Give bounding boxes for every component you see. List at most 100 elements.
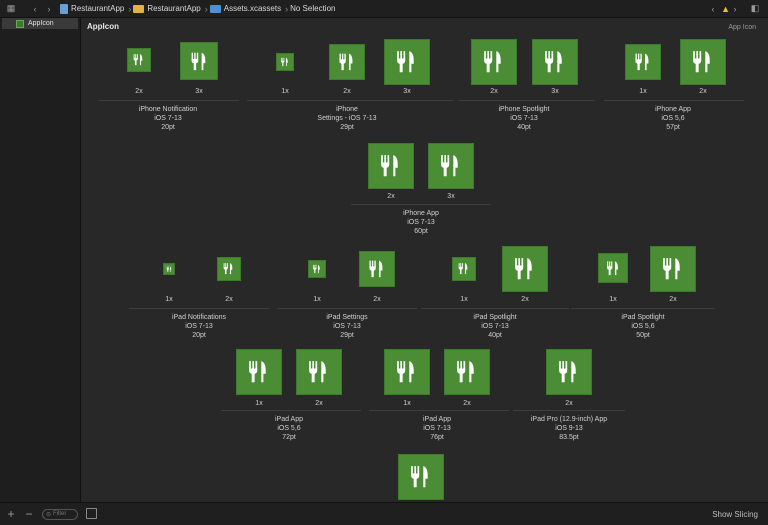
scale-label: 1x	[628, 88, 658, 95]
group-divider	[351, 204, 491, 205]
back-arrow-icon[interactable]: ‹	[28, 2, 42, 16]
icon-group-label-line: 76pt	[367, 433, 507, 442]
scale-label: 2x	[304, 400, 334, 407]
icon-group-label-line: 29pt	[277, 331, 417, 340]
inspector-toggle-icon[interactable]: ◧	[748, 2, 762, 16]
group-divider	[277, 308, 417, 309]
app-icon-slot[interactable]	[236, 349, 282, 395]
icon-group-label-line: 20pt	[98, 123, 238, 132]
app-icon-slot[interactable]	[359, 251, 395, 287]
remove-icon[interactable]: −	[22, 507, 36, 521]
scale-label: 2x	[376, 193, 406, 200]
app-icon-slot[interactable]	[308, 260, 326, 278]
fork-knife-icon	[280, 57, 290, 67]
app-icon-slot[interactable]	[217, 257, 241, 281]
app-icon-slot[interactable]	[444, 349, 490, 395]
app-icon-slot[interactable]	[384, 39, 430, 85]
group-divider	[221, 410, 361, 411]
breadcrumb-label: RestaurantApp	[71, 4, 124, 13]
icon-group-label-line: iPhone Spotlight	[454, 105, 594, 114]
breadcrumb-folder[interactable]: RestaurantApp	[133, 4, 200, 13]
app-icon-slot[interactable]	[452, 257, 476, 281]
breadcrumb-label: No Selection	[290, 4, 335, 13]
app-icon-slot[interactable]	[532, 39, 578, 85]
icon-group-label-line: iOS 9-13	[499, 424, 639, 433]
app-icon-slot[interactable]	[329, 44, 365, 80]
add-icon[interactable]: +	[4, 507, 18, 521]
bottom-bar: + − ⊜ Filter Show Slicing	[0, 502, 768, 525]
breadcrumb-selection[interactable]: No Selection	[290, 4, 335, 13]
fork-knife-icon	[542, 49, 567, 74]
group-divider	[99, 100, 239, 101]
scale-label: 1x	[244, 400, 274, 407]
icon-group-label-line: iOS 7-13	[367, 424, 507, 433]
fork-knife-icon	[367, 259, 387, 279]
fork-knife-icon	[394, 359, 419, 384]
app-icon-slot[interactable]	[680, 39, 726, 85]
app-icon-slot[interactable]	[598, 253, 628, 283]
fork-knife-icon	[457, 262, 470, 275]
fork-knife-icon	[481, 49, 506, 74]
fork-knife-icon	[306, 359, 331, 384]
app-icon-slot[interactable]	[163, 263, 175, 275]
icon-group-label-line: iOS 5,6	[573, 322, 713, 331]
breadcrumb-assets[interactable]: Assets.xcassets	[210, 4, 281, 13]
sidebar-item-appicon[interactable]: AppIcon	[2, 18, 78, 29]
icon-group-label-line: iPhone Notification	[98, 105, 238, 114]
icon-group-label-line: 40pt	[454, 123, 594, 132]
app-icon-slot[interactable]	[276, 53, 294, 71]
scale-label: 2x	[688, 88, 718, 95]
asset-sidebar: AppIcon	[0, 18, 81, 502]
app-icon-slot[interactable]	[650, 246, 696, 292]
icon-group-label-line: 29pt	[277, 123, 417, 132]
top-bar: ▦ ‹ › RestaurantApp › RestaurantApp › As…	[0, 0, 768, 18]
scale-label: 3x	[392, 88, 422, 95]
icon-group-label-line: 60pt	[351, 227, 491, 236]
group-divider	[571, 308, 715, 309]
scale-label: 2x	[452, 400, 482, 407]
icon-group-label-line: iPad Pro (12.9-inch) App	[499, 415, 639, 424]
icon-group-label-line: iPad Spotlight	[425, 313, 565, 322]
sidebar-item-label: AppIcon	[28, 20, 54, 27]
grid-icon[interactable]: ▦	[4, 2, 18, 16]
icon-group-label-line: iPad Settings	[277, 313, 417, 322]
app-icon-slot[interactable]	[428, 143, 474, 189]
group-divider	[421, 308, 569, 309]
app-icon-slot[interactable]	[180, 42, 218, 80]
breadcrumb-label: Assets.xcassets	[224, 4, 281, 13]
app-icon-slot[interactable]	[127, 48, 151, 72]
scale-label: 2x	[332, 88, 362, 95]
icon-group-label-line: iOS 7-13	[351, 218, 491, 227]
app-icon-slot[interactable]	[384, 349, 430, 395]
filter-input[interactable]: ⊜ Filter	[42, 509, 78, 520]
fork-knife-icon	[454, 359, 479, 384]
icon-group-label-line: 57pt	[603, 123, 743, 132]
app-icon-slot[interactable]	[546, 349, 592, 395]
forward-issue-icon[interactable]: ›	[728, 2, 742, 16]
app-icon-slot[interactable]	[368, 143, 414, 189]
forward-arrow-icon[interactable]: ›	[42, 2, 56, 16]
show-slicing-button[interactable]: Show Slicing	[712, 510, 758, 519]
app-icon-slot[interactable]	[398, 454, 444, 500]
breadcrumb-project[interactable]: RestaurantApp	[60, 4, 124, 14]
back-issue-icon[interactable]: ‹	[706, 2, 720, 16]
app-icon-slot[interactable]	[502, 246, 548, 292]
scale-label: 2x	[554, 400, 584, 407]
scale-label: 1x	[598, 296, 628, 303]
group-divider	[369, 410, 509, 411]
app-icon-slot[interactable]	[296, 349, 342, 395]
scale-label: 3x	[436, 193, 466, 200]
group-divider	[513, 410, 625, 411]
scale-label: 1x	[392, 400, 422, 407]
slots-icon[interactable]	[86, 508, 97, 519]
icon-group-label-line: iPad App	[367, 415, 507, 424]
page-title: AppIcon	[87, 22, 119, 31]
app-icon-slot[interactable]	[471, 39, 517, 85]
fork-knife-icon	[660, 256, 685, 281]
app-icon-slot[interactable]	[625, 44, 661, 80]
